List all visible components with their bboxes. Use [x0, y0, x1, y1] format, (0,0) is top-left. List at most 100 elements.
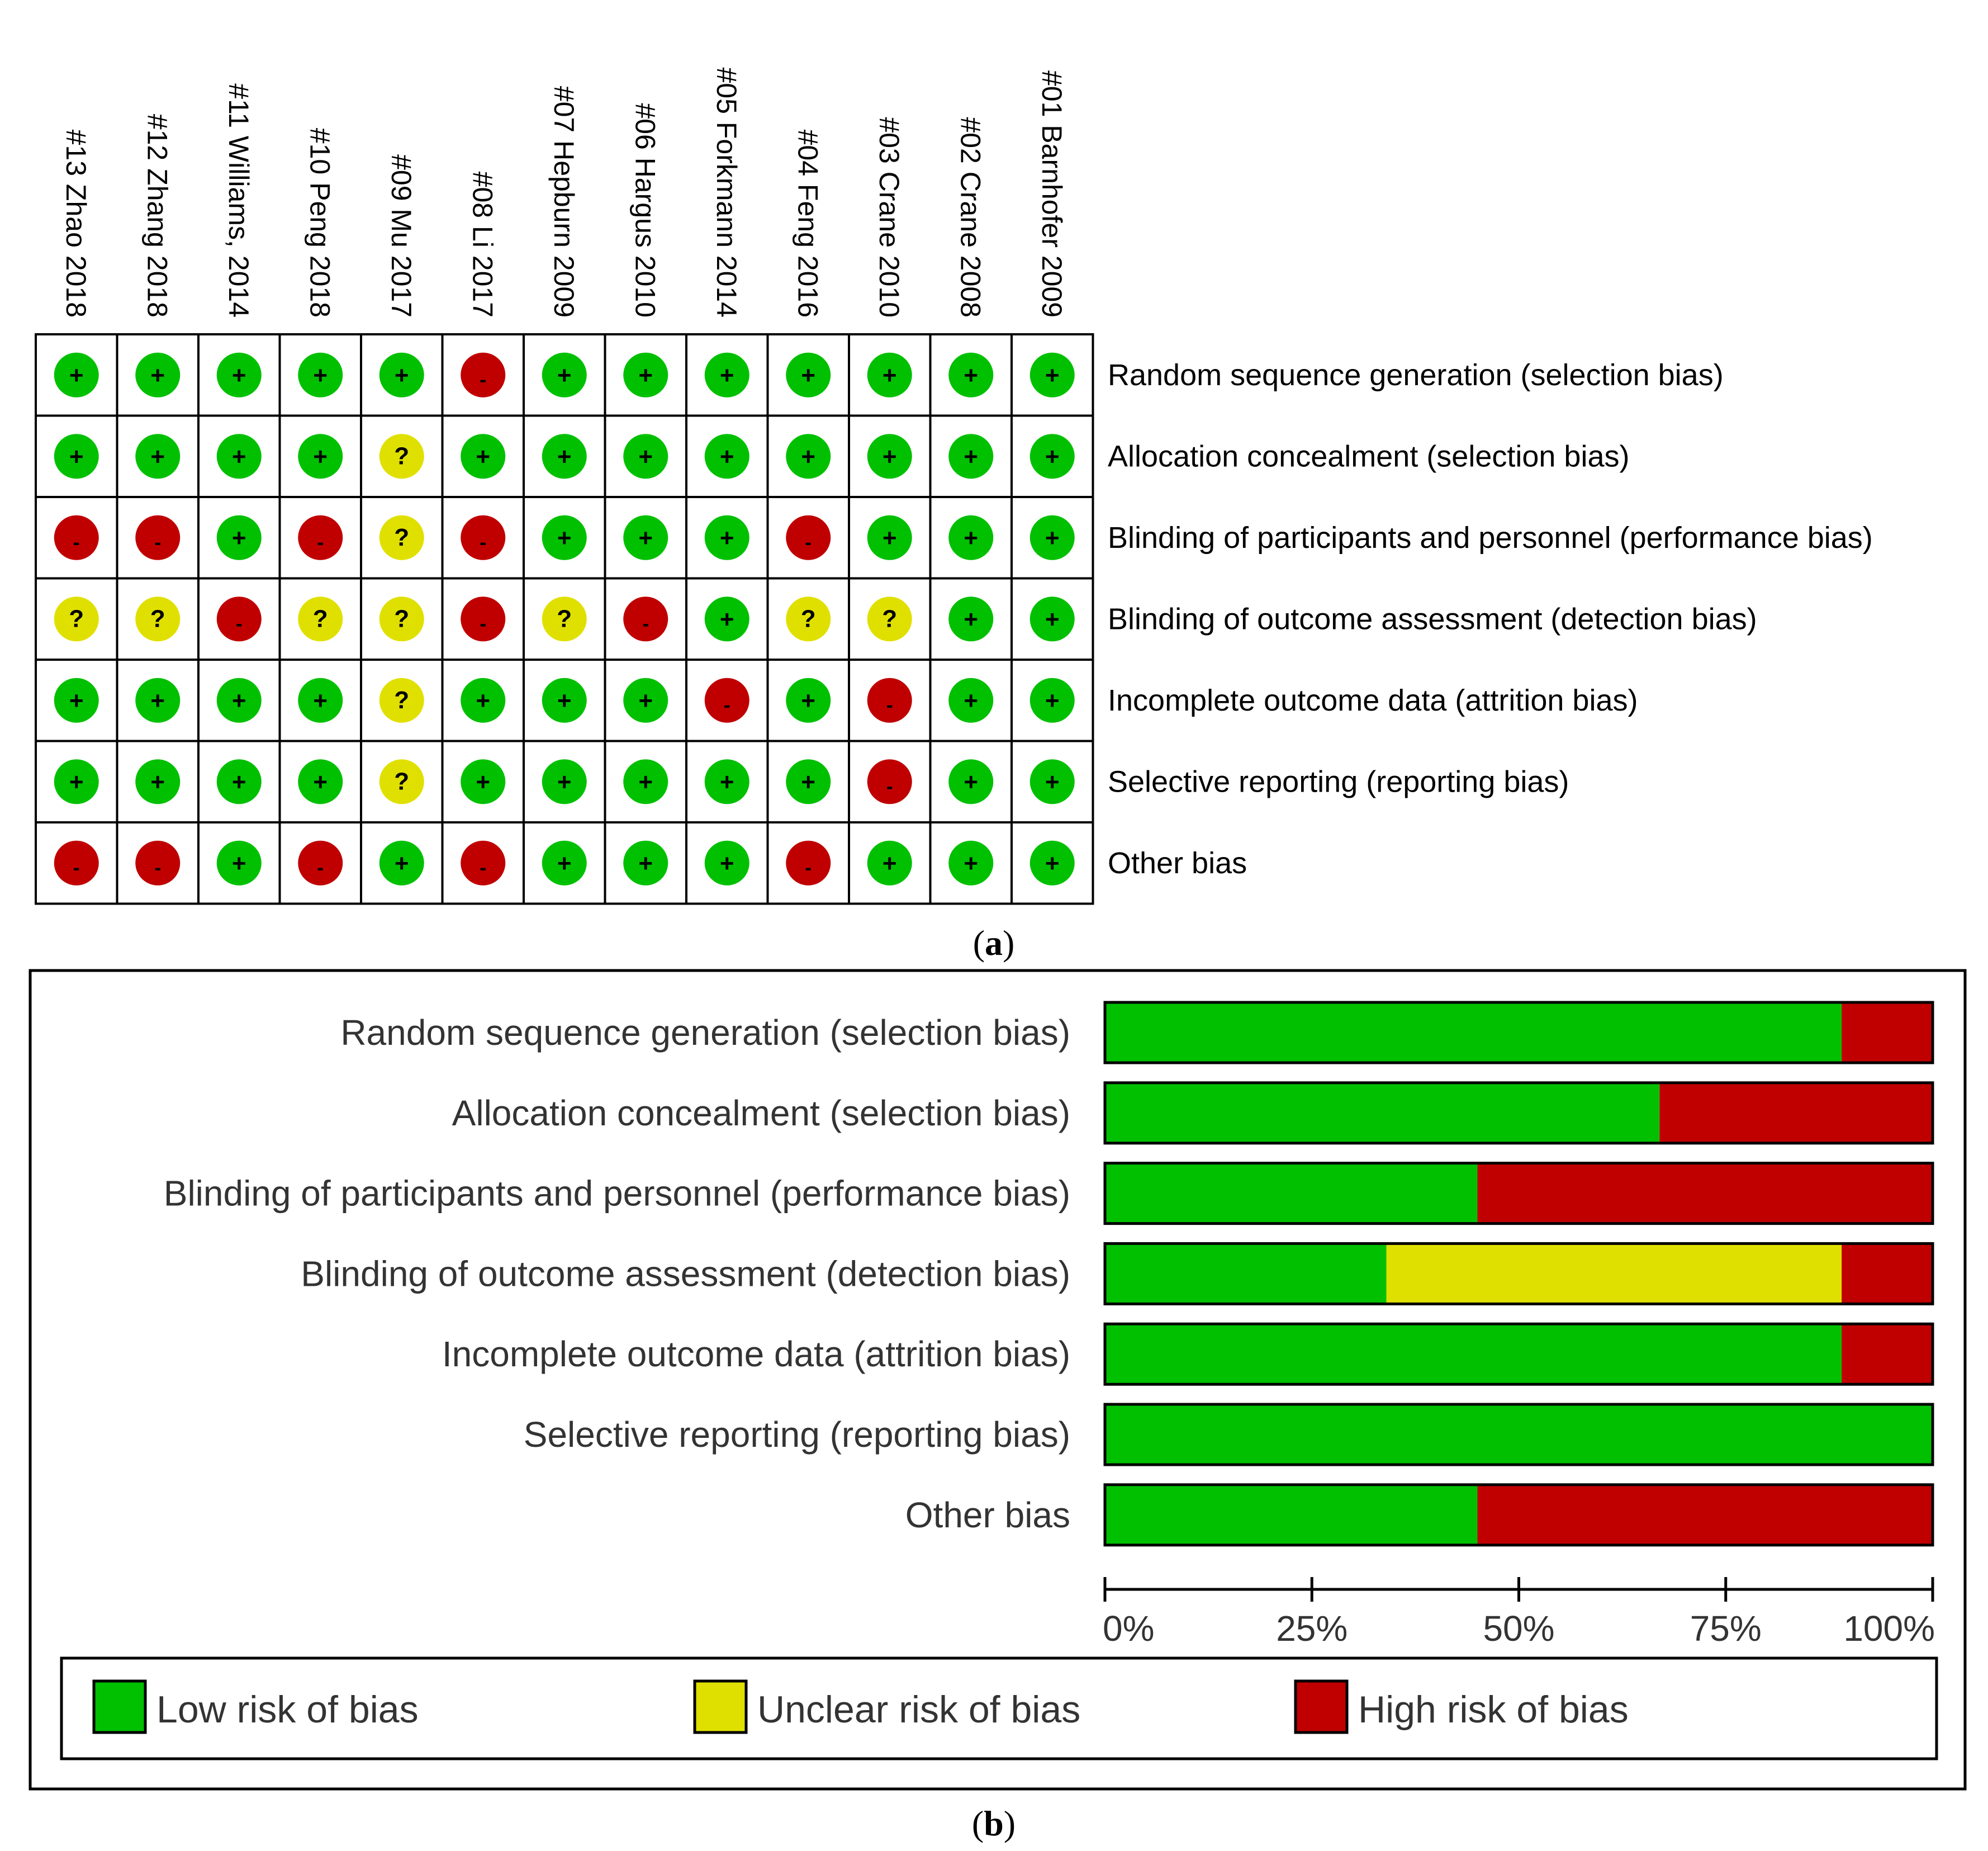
- caption-letter: a: [985, 923, 1003, 963]
- judgement-low-symbol: +: [232, 362, 246, 389]
- judgement-low-marker: [704, 515, 749, 560]
- judgement-high-symbol: -: [73, 531, 80, 553]
- judgement-unclear-symbol: ?: [394, 524, 409, 551]
- legend-swatch-low: [92, 1679, 147, 1734]
- caption-paren-close: ): [1003, 923, 1014, 963]
- judgement-low-marker: [54, 678, 99, 723]
- bar-segment-low: [1105, 1404, 1933, 1465]
- study-header: #02 Crane 2008: [955, 117, 986, 318]
- judgement-low-symbol: +: [801, 443, 815, 470]
- judgement-low-symbol: +: [964, 687, 978, 714]
- judgement-low-marker: [1029, 434, 1075, 479]
- category-label: Incomplete outcome data (attrition bias): [442, 1334, 1070, 1374]
- judgement-low-marker: [867, 840, 912, 886]
- judgement-high-marker: [867, 759, 912, 804]
- judgement-low-symbol: +: [801, 687, 815, 714]
- judgement-high-marker: [135, 840, 181, 886]
- domain-label: Other bias: [1108, 846, 1247, 880]
- judgement-high-marker: [461, 597, 506, 642]
- judgement-low-marker: [542, 678, 587, 723]
- grid-cell: [604, 333, 687, 417]
- judgement-low-marker: [461, 678, 506, 723]
- judgement-low-symbol: +: [557, 687, 572, 714]
- bar-outline: [1103, 1322, 1934, 1386]
- judgement-low-symbol: +: [476, 443, 490, 470]
- judgement-low-symbol: +: [150, 362, 165, 389]
- judgement-low-symbol: +: [882, 362, 897, 389]
- judgement-low-marker: [623, 352, 668, 397]
- judgement-low-marker: [948, 759, 994, 804]
- legend-swatch-unclear: [693, 1679, 748, 1734]
- domain-label: Selective reporting (reporting bias): [1108, 765, 1569, 798]
- legend-swatch-high: [1294, 1679, 1349, 1734]
- judgement-low-symbol: +: [1045, 687, 1060, 714]
- judgement-high-marker: [54, 515, 99, 560]
- judgement-high-symbol: -: [480, 368, 486, 391]
- judgement-unclear-marker: [379, 678, 424, 723]
- study-header: #11 Williams, 2014: [223, 83, 254, 318]
- bar-segment-low: [1105, 1324, 1842, 1385]
- study-header: #10 Peng 2018: [304, 128, 335, 318]
- judgement-low-marker: [704, 352, 749, 397]
- judgement-low-marker: [135, 678, 181, 723]
- judgement-low-marker: [216, 678, 262, 723]
- judgement-unclear-marker: [379, 515, 424, 560]
- study-header: #03 Crane 2010: [874, 117, 905, 318]
- judgement-low-marker: [704, 597, 749, 642]
- judgement-low-symbol: +: [720, 443, 734, 470]
- judgement-low-marker: [54, 434, 99, 479]
- study-header: #12 Zhang 2018: [141, 114, 173, 318]
- judgement-low-symbol: +: [720, 524, 734, 552]
- judgement-low-symbol: +: [720, 768, 734, 796]
- judgement-high-marker: [461, 515, 506, 560]
- x-tick-label: 0%: [1103, 1608, 1155, 1649]
- judgement-low-symbol: +: [476, 687, 490, 714]
- judgement-low-marker: [786, 759, 831, 804]
- judgement-low-marker: [948, 352, 994, 397]
- panel-b-caption: (b): [972, 1803, 1016, 1843]
- legend-box: [60, 1656, 1938, 1760]
- judgement-low-symbol: +: [313, 768, 328, 796]
- judgement-low-marker: [461, 434, 506, 479]
- bar-outline: [1103, 1403, 1934, 1466]
- bar-segment-high: [1477, 1163, 1933, 1224]
- judgement-low-symbol: +: [964, 605, 978, 633]
- judgement-low-symbol: +: [557, 443, 572, 470]
- bar-segment-high: [1477, 1484, 1933, 1545]
- judgement-low-marker: [135, 352, 181, 397]
- judgement-low-marker: [1029, 840, 1075, 886]
- judgement-high-marker: [298, 840, 343, 886]
- judgement-high-symbol: -: [642, 612, 649, 635]
- panel-b-risk-of-bias-graph: Random sequence generation (selection bi…: [29, 969, 1967, 1843]
- judgement-low-symbol: +: [1045, 524, 1060, 552]
- judgement-unclear-symbol: ?: [394, 442, 409, 470]
- study-header: #13 Zhao 2018: [60, 130, 92, 318]
- judgement-low-marker: [623, 678, 668, 723]
- judgement-high-symbol: -: [480, 531, 486, 553]
- judgement-high-symbol: -: [317, 531, 324, 553]
- judgement-low-symbol: +: [964, 362, 978, 389]
- judgement-high-marker: [461, 352, 506, 397]
- judgement-low-symbol: +: [720, 362, 734, 389]
- panel-a-caption: (a): [973, 923, 1015, 963]
- bar-outline: [1103, 1162, 1934, 1225]
- study-header: #05 Forkmann 2014: [711, 67, 742, 318]
- judgement-low-marker: [216, 352, 262, 397]
- judgement-low-symbol: +: [232, 850, 246, 877]
- caption-paren-open: (: [972, 1803, 984, 1843]
- judgement-low-symbol: +: [1045, 605, 1060, 633]
- judgement-high-marker: [54, 840, 99, 886]
- bar-segment-low: [1105, 1243, 1387, 1304]
- judgement-unclear-symbol: ?: [394, 687, 409, 714]
- judgement-low-symbol: +: [638, 524, 653, 552]
- domain-label: Random sequence generation (selection bi…: [1108, 358, 1724, 392]
- judgement-low-symbol: +: [1045, 443, 1060, 470]
- judgement-low-symbol: +: [150, 443, 165, 470]
- judgement-low-symbol: +: [1045, 362, 1060, 389]
- judgement-low-symbol: +: [69, 443, 84, 470]
- judgement-low-marker: [948, 840, 994, 886]
- judgement-low-symbol: +: [882, 524, 897, 552]
- judgement-high-symbol: -: [805, 531, 812, 553]
- study-header: #07 Hepburn 2009: [548, 86, 580, 318]
- judgement-low-marker: [786, 352, 831, 397]
